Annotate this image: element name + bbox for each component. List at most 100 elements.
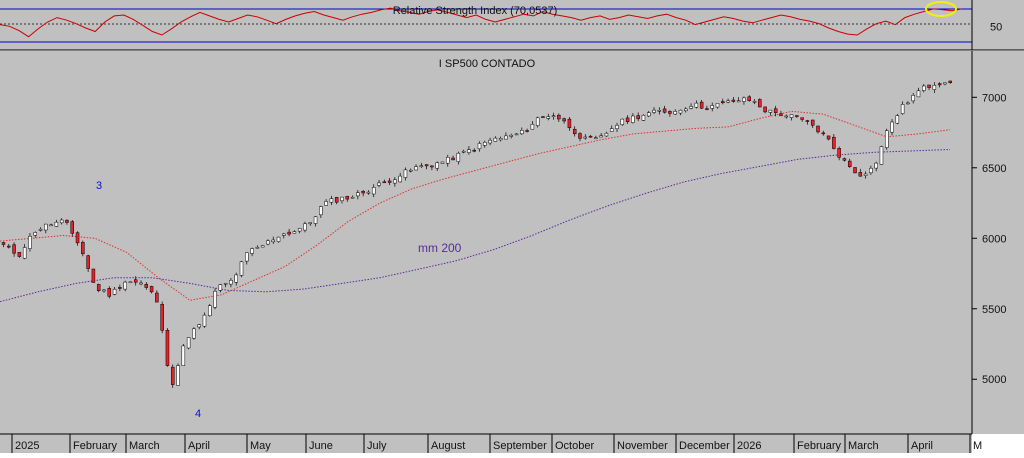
candle: [922, 84, 926, 93]
candle-body: [747, 96, 751, 101]
candle: [821, 130, 826, 136]
candle-body: [38, 228, 43, 231]
candle: [361, 190, 365, 197]
candle: [49, 223, 53, 227]
candle-body: [149, 286, 154, 293]
candle: [324, 199, 328, 206]
candle-body: [768, 109, 773, 113]
x-tick-label: February: [73, 440, 118, 452]
candle-body: [282, 233, 286, 236]
candle: [403, 167, 408, 181]
candle-body: [118, 287, 122, 289]
candle-body: [927, 84, 931, 88]
candle-body: [583, 136, 588, 139]
candle: [446, 154, 450, 167]
candle: [493, 136, 498, 142]
candle-body: [557, 114, 561, 120]
x-tick-label: April: [911, 440, 933, 452]
candle-body: [541, 116, 545, 118]
candle-body: [245, 252, 249, 262]
price-title: I SP500 CONTADO: [439, 58, 536, 70]
candle: [202, 312, 207, 328]
candle: [890, 119, 894, 136]
candle-body: [1, 242, 6, 245]
candle: [869, 165, 873, 175]
candle: [509, 133, 513, 139]
candle: [255, 245, 260, 249]
candle-body: [440, 161, 445, 164]
candle: [874, 161, 878, 172]
candle-body: [758, 99, 762, 108]
candle-body: [44, 223, 48, 231]
candle-body: [636, 115, 640, 120]
candle-body: [398, 175, 402, 183]
candle-body: [107, 288, 112, 297]
candle-body: [393, 179, 397, 184]
candle-body: [694, 102, 699, 108]
candle-body: [504, 135, 508, 140]
candle-body: [641, 114, 646, 121]
price-tick-label: 6500: [982, 163, 1006, 175]
candle-body: [86, 255, 90, 269]
candle-body: [49, 224, 53, 227]
candle: [530, 121, 535, 130]
candle-body: [847, 160, 852, 167]
candle: [356, 190, 360, 200]
candle: [366, 190, 371, 195]
candle: [705, 105, 709, 111]
candle-body: [81, 242, 85, 255]
candle-body: [334, 197, 339, 203]
candle-body: [456, 152, 461, 162]
candle-body: [937, 83, 942, 86]
candle: [38, 227, 43, 232]
candle-body: [234, 274, 238, 283]
candle-body: [863, 173, 868, 176]
candle-body: [900, 104, 905, 114]
candle-body: [128, 281, 133, 284]
candle-body: [943, 82, 947, 85]
x-tick-label: September: [493, 440, 547, 452]
candle: [546, 113, 551, 121]
candle-body: [874, 162, 878, 169]
candle-body: [911, 95, 915, 102]
candle-body: [461, 150, 466, 153]
candle: [234, 272, 238, 286]
candle: [70, 220, 75, 237]
candle-body: [763, 106, 767, 113]
candle-body: [414, 166, 418, 171]
candle-body: [350, 196, 355, 199]
candle-body: [176, 365, 180, 386]
candle-body: [70, 221, 75, 234]
candle: [59, 218, 64, 225]
candle-body: [7, 245, 11, 248]
candle: [583, 134, 588, 140]
ma200-line: [0, 149, 951, 303]
candle-body: [948, 80, 952, 83]
candle-body: [742, 97, 746, 102]
candle-body: [493, 137, 498, 142]
candle-body: [678, 109, 683, 114]
candle-body: [197, 324, 201, 328]
candle: [160, 301, 164, 334]
candle: [435, 161, 439, 171]
candle-body: [588, 135, 593, 138]
candle-body: [356, 192, 360, 197]
candle-body: [424, 164, 429, 167]
candle-body: [308, 222, 313, 225]
x-tick-label: July: [367, 440, 387, 452]
candle: [609, 125, 614, 132]
candle-body: [551, 115, 556, 117]
candle-body: [662, 108, 667, 113]
candle: [662, 105, 667, 114]
candle-body: [59, 219, 64, 224]
candle: [879, 145, 884, 165]
candle: [736, 97, 741, 103]
candle-body: [371, 187, 376, 195]
candle-body: [805, 120, 810, 122]
candle: [144, 282, 149, 290]
candle-body: [684, 108, 688, 112]
candle-body: [890, 121, 894, 133]
x-tick-label: 2025: [15, 440, 39, 452]
candle-body: [609, 128, 614, 132]
